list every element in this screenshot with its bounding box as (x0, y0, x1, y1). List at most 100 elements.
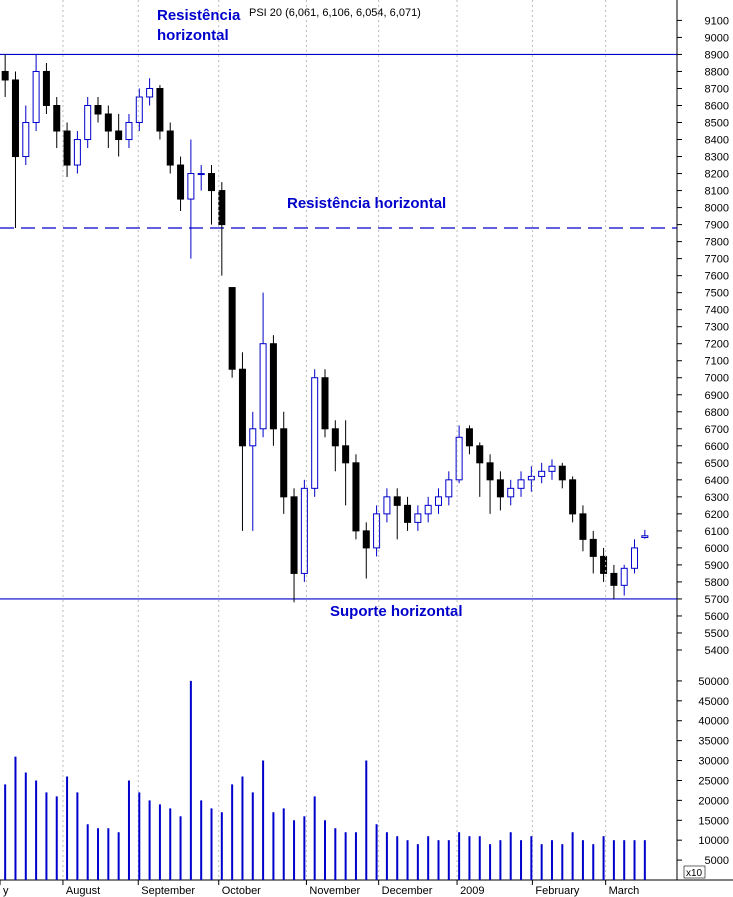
y-tick-label: 8000 (705, 203, 729, 215)
candle-body (218, 190, 226, 226)
candle-body (404, 504, 412, 523)
y-tick-label: 7400 (705, 305, 729, 317)
candle-body (393, 496, 401, 506)
candle-body (321, 377, 329, 430)
y-tick-label: 6400 (705, 475, 729, 487)
candle-body (620, 567, 628, 586)
candle-body (104, 113, 112, 132)
y-tick-label: 8100 (705, 186, 729, 198)
y-tick-label: 8800 (705, 66, 729, 78)
candle-body (290, 496, 298, 574)
candle-body (424, 504, 432, 515)
y-tick-label: 7500 (705, 288, 729, 300)
candle-body (352, 462, 360, 532)
candle-body (84, 104, 92, 141)
candle-body (187, 173, 195, 200)
candle-body (414, 513, 422, 523)
x-tick-label: November (309, 885, 360, 897)
y-tick-label: 5900 (705, 560, 729, 572)
candle-body (11, 79, 19, 158)
y-tick-label: 40000 (698, 716, 729, 728)
candle-body (115, 130, 123, 141)
candle-body (538, 470, 546, 477)
candle-body (373, 513, 381, 549)
candle-body (53, 104, 61, 132)
y-tick-label: 50000 (698, 676, 729, 688)
candle-body (600, 555, 608, 574)
x-tick-label: March (609, 885, 640, 897)
candle-body (331, 428, 339, 447)
y-tick-label: 8700 (705, 83, 729, 95)
candle-body (135, 96, 143, 124)
candle-body (208, 173, 216, 192)
candle-body (434, 496, 442, 506)
candle-body (569, 479, 577, 515)
x-tick-label: February (535, 885, 580, 897)
y-tick-label: 6900 (705, 390, 729, 402)
annotation: Suporte horizontal (330, 603, 463, 620)
y-tick-label: 6800 (705, 407, 729, 419)
y-tick-label: 7000 (705, 373, 729, 385)
annotation: horizontal (157, 27, 229, 44)
candle-body (362, 530, 370, 549)
candle-body (558, 465, 566, 481)
y-tick-label: 7700 (705, 254, 729, 266)
y-tick-label: 7300 (705, 322, 729, 334)
candle-body (280, 428, 288, 498)
y-tick-label: 6000 (705, 543, 729, 555)
candle-body (22, 122, 30, 158)
y-tick-label: 15000 (698, 815, 729, 827)
unit-box (683, 865, 706, 879)
x-tick-label: December (382, 885, 433, 897)
y-tick-label: 8300 (705, 152, 729, 164)
y-tick-label: 7900 (705, 220, 729, 232)
y-tick-label: 6600 (705, 441, 729, 453)
unit-label: x10 (686, 868, 703, 879)
y-tick-label: 30000 (698, 756, 729, 768)
candle-body (517, 479, 525, 489)
candle-body (156, 87, 164, 132)
candle-body (455, 436, 463, 481)
y-tick-label: 6500 (705, 458, 729, 470)
y-tick-label: 7600 (705, 271, 729, 283)
candle-body (32, 70, 40, 124)
y-tick-label: 5600 (705, 611, 729, 623)
candle-body (94, 104, 102, 115)
candle-body (63, 130, 71, 166)
y-tick-label: 20000 (698, 795, 729, 807)
y-tick-label: 6300 (705, 492, 729, 504)
candle-body (300, 487, 308, 574)
y-tick-label: 6100 (705, 526, 729, 538)
x-tick-label: October (222, 885, 261, 897)
candle-body (486, 462, 494, 481)
candle-body (383, 496, 391, 515)
candle-body (641, 535, 649, 539)
y-tick-label: 9100 (705, 15, 729, 27)
candle-body (476, 445, 484, 464)
candle-body (197, 173, 205, 176)
y-tick-label: 10000 (698, 835, 729, 847)
y-tick-label: 8500 (705, 118, 729, 130)
y-tick-label: 9000 (705, 32, 729, 44)
candle-body (1, 70, 9, 81)
candle-body (342, 445, 350, 464)
y-tick-label: 7100 (705, 356, 729, 368)
candle-body (238, 368, 246, 447)
candle-body (631, 547, 639, 569)
candle-body (42, 70, 50, 106)
candle-body (465, 428, 473, 447)
candle-body (73, 139, 81, 166)
y-tick-label: 5400 (705, 645, 729, 657)
candle-body (125, 122, 133, 141)
y-tick-label: 5000 (705, 855, 729, 867)
x-tick-label: August (66, 885, 100, 897)
candle-body (249, 428, 257, 447)
candle-body (610, 572, 618, 586)
y-tick-label: 5700 (705, 594, 729, 606)
x-tick-label: September (141, 885, 195, 897)
y-tick-label: 35000 (698, 736, 729, 748)
y-tick-label: 5500 (705, 628, 729, 640)
y-tick-label: 45000 (698, 696, 729, 708)
